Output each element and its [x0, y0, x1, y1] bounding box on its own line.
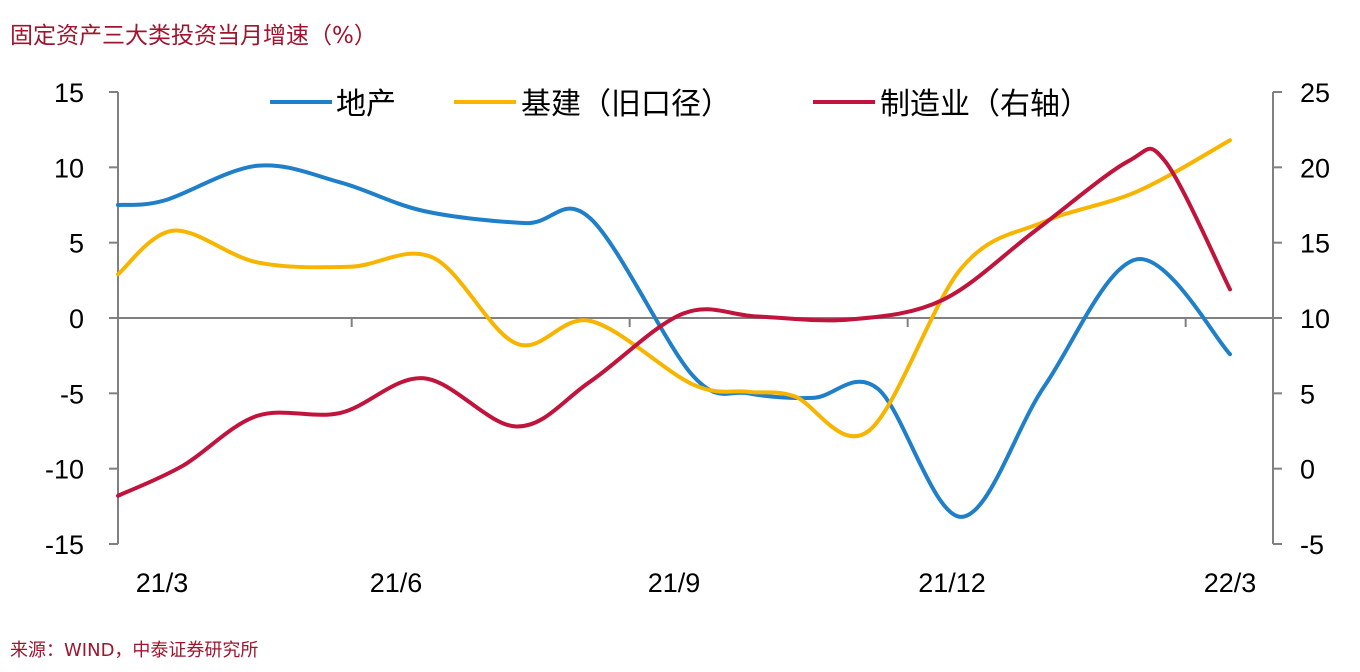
left-y-tick-label: 5	[69, 229, 84, 259]
left-y-tick-label: 15	[54, 78, 84, 108]
right-y-tick-label: 10	[1300, 304, 1330, 334]
legend-label: 基建（旧口径）	[521, 87, 731, 122]
right-y-tick-label: -5	[1300, 530, 1324, 560]
legend-label: 地产	[336, 87, 396, 122]
right-y-tick-label: 0	[1300, 455, 1315, 485]
series-line-manufacturing	[116, 146, 1232, 498]
legend-manufacturing: 制造业（右轴）	[813, 87, 1090, 122]
x-tick-label: 21/6	[370, 568, 423, 598]
left-y-tick-label: -10	[45, 455, 84, 485]
legend-real-estate: 地产	[270, 87, 396, 122]
legend-label: 制造业（右轴）	[880, 87, 1090, 122]
right-y-tick-label: 5	[1300, 379, 1315, 409]
left-y-tick-label: -15	[45, 530, 84, 560]
x-tick-label: 21/3	[136, 568, 189, 598]
legend-infrastructure: 基建（旧口径）	[454, 87, 731, 122]
chart-legend: 地产 基建（旧口径） 制造业（右轴）	[270, 87, 1090, 122]
left-y-tick-label: -5	[60, 379, 84, 409]
left-y-tick-label: 0	[69, 304, 84, 334]
x-tick-label: 21/9	[648, 568, 701, 598]
source-note: 来源：WIND，中泰证券研究所	[10, 640, 259, 661]
chart-title: 固定资产三大类投资当月增速（%）	[10, 23, 377, 49]
right-y-tick-label: 20	[1300, 153, 1330, 183]
left-y-tick-label: 10	[54, 153, 84, 183]
chart-series-lines	[116, 138, 1232, 519]
right-y-tick-label: 15	[1300, 229, 1330, 259]
x-tick-label: 21/12	[918, 568, 986, 598]
right-y-tick-label: 25	[1300, 78, 1330, 108]
x-tick-label: 22/3	[1204, 568, 1257, 598]
series-line-real-estate	[116, 163, 1232, 519]
series-line-infrastructure	[116, 138, 1232, 439]
chart-axes: 15 10 5 0 -5 -10 -15 25 20 15 10 5 0 -5 21/3 21/6 21/9 21…	[45, 78, 1330, 598]
